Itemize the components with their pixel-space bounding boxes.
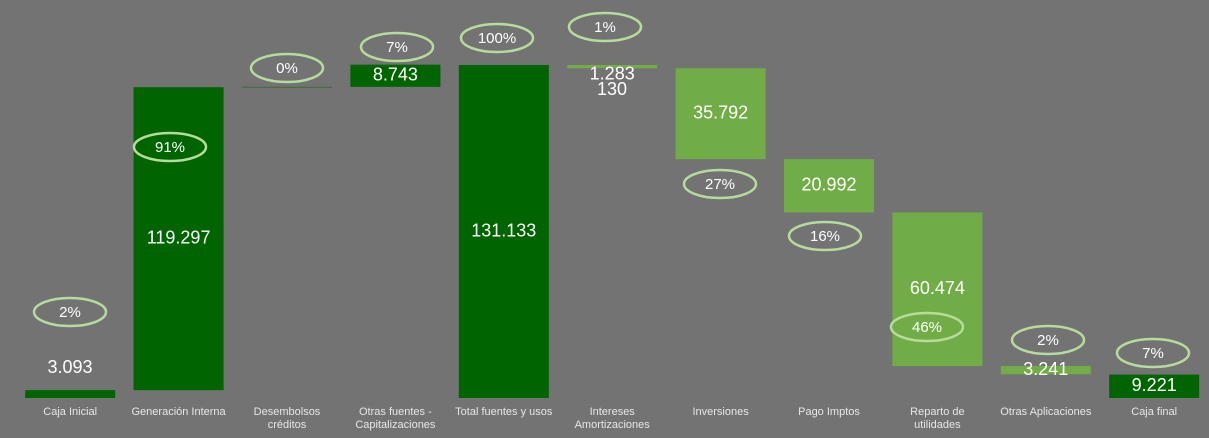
value-label: 60.474 (910, 278, 965, 298)
value-label: 20.992 (801, 175, 856, 195)
value-label: 1.283 (590, 63, 635, 83)
value-label: 8.743 (373, 65, 418, 85)
bar (784, 159, 874, 213)
percent-label: 91% (155, 139, 185, 156)
percent-ellipse (1010, 324, 1086, 356)
value-label: 3.093 (47, 357, 92, 377)
x-tick-label: Caja final (1131, 406, 1178, 418)
bar (25, 390, 116, 398)
x-tick-label: Otras fuentes - Capitalizaciones (355, 406, 436, 431)
bar (1000, 366, 1091, 375)
percent-label: 100% (478, 30, 516, 47)
bar (567, 65, 658, 69)
percent-label: 1% (594, 19, 616, 36)
x-tick-label: Reparto de utilidades (910, 406, 965, 431)
x-tick-label: Total fuentes y usos (455, 406, 553, 418)
bar (1109, 374, 1200, 398)
value-label: 9.221 (1132, 375, 1177, 395)
percent-ellipse (32, 296, 108, 328)
percent-label: 46% (912, 319, 942, 336)
percent-ellipse (567, 11, 643, 43)
percent-label: 0% (276, 60, 298, 77)
value-label: 35.792 (693, 102, 748, 122)
percent-label: 7% (386, 39, 408, 56)
percent-label: 16% (810, 228, 840, 245)
x-tick-label: Otras Aplicaciones (1000, 406, 1092, 418)
percent-ellipse (682, 168, 758, 200)
percent-ellipse (787, 220, 863, 252)
percent-label: 2% (59, 304, 81, 321)
percent-ellipse (1115, 337, 1191, 369)
bar (675, 68, 766, 160)
x-tick-label: Desembolsos créditos (253, 406, 321, 431)
bar (242, 86, 332, 88)
percent-label: 27% (705, 176, 735, 193)
x-tick-label: Intereses Amortizaciones (574, 406, 650, 431)
percent-ellipse (889, 311, 965, 343)
x-tick-label: Inversiones (692, 406, 749, 418)
value-label: 119.297 (147, 227, 211, 247)
value-label: 130 (597, 79, 627, 99)
x-tick-label: Caja Inicial (43, 406, 98, 418)
bar (133, 87, 224, 391)
bar (350, 64, 441, 87)
percent-ellipse (249, 52, 325, 84)
bar (458, 65, 549, 398)
x-tick-label: Generación Interna (131, 406, 226, 418)
percent-label: 2% (1037, 332, 1059, 349)
x-tick-label: Pago Imptos (798, 406, 860, 418)
percent-ellipse (459, 22, 535, 54)
value-label: 3.241 (1023, 359, 1068, 379)
percent-ellipse (359, 31, 435, 63)
percent-ellipse (132, 131, 208, 163)
value-label: 131.133 (471, 220, 536, 240)
percent-label: 7% (1142, 345, 1164, 362)
